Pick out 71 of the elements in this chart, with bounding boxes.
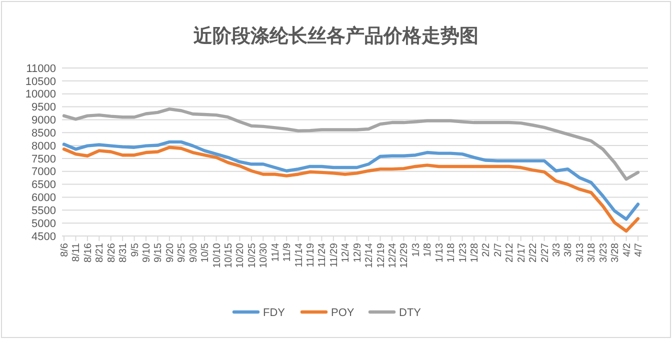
x-tick-label: 10/10 <box>212 242 223 268</box>
x-tick-label: 11/14 <box>294 242 305 268</box>
x-tick-label: 8/26 <box>106 242 118 262</box>
x-tick-label: 3/13 <box>574 242 586 262</box>
x-tick-label: 3/18 <box>586 242 598 262</box>
x-tick-label: 9/30 <box>188 242 200 262</box>
x-tick-label: 10/15 <box>224 242 234 268</box>
y-tick-label: 10000 <box>25 88 56 101</box>
x-tick-label: 8/21 <box>94 242 106 262</box>
x-tick-label: 12/14 <box>364 242 376 268</box>
x-tick-label: 2/27 <box>540 242 551 262</box>
x-tick-label: 1/8 <box>422 242 434 257</box>
legend-label: POY <box>331 306 355 319</box>
x-tick-label: 2/12 <box>504 242 516 262</box>
x-tick-label: 10/20 <box>235 242 246 268</box>
x-tick-label: 2/7 <box>492 242 504 257</box>
x-tick-label: 1/18 <box>446 242 458 262</box>
x-tick-label: 9/10 <box>142 242 152 262</box>
y-tick-label: 7500 <box>32 153 56 166</box>
x-tick-label: 11/19 <box>306 242 316 268</box>
x-tick-label: 10/25 <box>246 242 258 268</box>
x-tick-label: 9/5 <box>130 242 141 257</box>
y-tick-label: 6000 <box>32 192 56 204</box>
x-tick-label: 9/25 <box>176 242 188 262</box>
x-tick-label: 12/24 <box>388 242 398 268</box>
x-tick-label: 3/28 <box>610 242 622 262</box>
x-tick-label: 1/13 <box>434 242 446 262</box>
line-series <box>62 107 640 181</box>
legend-label: DTY <box>399 306 422 319</box>
x-tick-label: 10/30 <box>258 242 270 268</box>
x-tick-label: 1/3 <box>410 242 422 257</box>
line-series <box>62 140 640 221</box>
x-tick-label: 12/4 <box>340 242 352 262</box>
x-tick-label: 12/9 <box>352 242 364 262</box>
x-tick-label: 9/20 <box>164 242 176 262</box>
y-tick-label: 7000 <box>32 166 56 178</box>
y-tick-label: 9000 <box>32 114 56 127</box>
line-series <box>62 146 640 233</box>
y-tick-label: 8000 <box>32 140 56 152</box>
x-tick-label: 12/19 <box>376 242 387 268</box>
y-tick-label: 9500 <box>32 102 56 114</box>
x-tick-label: 8/16 <box>82 242 94 262</box>
x-tick-label: 4/7 <box>634 242 644 257</box>
x-tick-label: 2/2 <box>481 242 492 257</box>
x-tick-label: 1/28 <box>470 242 480 262</box>
x-tick-label: 8/11 <box>71 242 82 262</box>
x-tick-label: 9/15 <box>153 242 164 262</box>
y-tick-label: 10500 <box>25 76 56 88</box>
y-tick-label: 4500 <box>32 230 56 243</box>
x-tick-label: 11/4 <box>270 242 282 262</box>
x-tick-label: 11/29 <box>328 242 340 268</box>
y-tick-label: 5000 <box>32 218 56 230</box>
chart-title: 近阶段涤纶长丝各产品价格走势图 <box>192 25 478 47</box>
y-tick-label: 6500 <box>32 179 56 192</box>
x-tick-label: 8/6 <box>60 242 70 257</box>
x-tick-label: 8/31 <box>118 242 130 262</box>
x-tick-label: 1/23 <box>458 242 469 262</box>
x-tick-label: 4/2 <box>622 242 633 257</box>
legend-label: FDY <box>263 306 286 319</box>
y-tick-label: 5500 <box>32 205 56 218</box>
x-tick-label: 3/23 <box>598 242 610 262</box>
y-tick-label: 8500 <box>32 127 56 140</box>
x-tick-label: 3/3 <box>552 242 562 257</box>
x-tick-label: 12/29 <box>399 242 410 268</box>
x-tick-label: 2/17 <box>516 242 528 262</box>
x-tick-label: 11/9 <box>282 242 294 262</box>
x-tick-label: 11/24 <box>317 242 328 268</box>
x-tick-label: 3/8 <box>563 242 574 257</box>
x-tick-label: 2/22 <box>528 242 540 262</box>
x-tick-label: 10/5 <box>200 242 212 262</box>
y-tick-label: 11000 <box>26 62 56 75</box>
